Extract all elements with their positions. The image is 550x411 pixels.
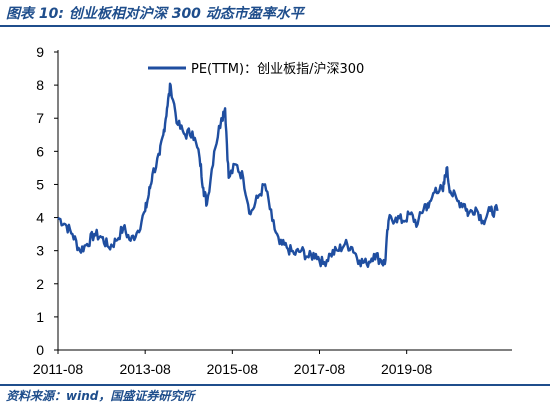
x-tick-label: 2013-08 [119, 361, 171, 377]
x-tick-label: 2015-08 [207, 361, 259, 377]
y-tick-label: 3 [36, 243, 44, 259]
x-axis: 2011-08 2013-08 2015-08 2017-08 2019-08 [33, 350, 433, 377]
series-lines [57, 82, 499, 268]
y-tick-label: 4 [36, 210, 44, 226]
title-rule [0, 25, 550, 27]
y-tick-label: 7 [36, 110, 44, 126]
y-tick-label: 0 [36, 342, 44, 358]
y-tick-label: 8 [36, 77, 44, 93]
source-note: 资料来源：wind，国盛证券研究所 [6, 389, 195, 403]
y-axis: 0 1 2 3 4 5 6 7 8 9 [36, 44, 58, 358]
x-tick-label: 2017-08 [294, 361, 346, 377]
chart-title: 图表 10: 创业板相对沪深 300 动态市盈率水平 [6, 6, 304, 22]
y-tick-label: 1 [36, 309, 44, 325]
y-tick-label: 2 [36, 276, 44, 292]
x-tick-label: 2011-08 [33, 361, 84, 377]
legend: PE(TTM)：创业板指/沪深300 [148, 61, 364, 77]
x-tick-label: 2019-08 [381, 361, 433, 377]
legend-label: PE(TTM)：创业板指/沪深300 [191, 61, 364, 77]
y-tick-label: 9 [36, 44, 44, 60]
series-line [57, 82, 499, 268]
chart-axes [57, 50, 512, 351]
source-rule [0, 384, 550, 386]
y-tick-label: 5 [36, 176, 44, 192]
y-tick-label: 6 [36, 143, 44, 159]
